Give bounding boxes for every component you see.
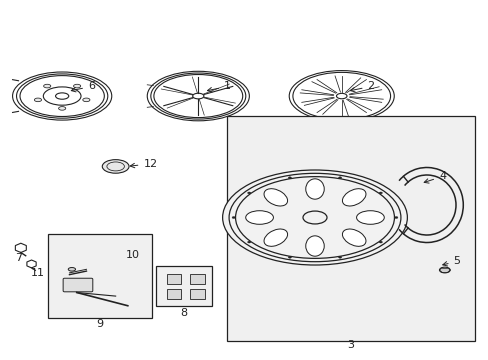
Text: 3: 3 (346, 340, 353, 350)
Ellipse shape (222, 170, 407, 265)
Ellipse shape (342, 189, 365, 206)
FancyBboxPatch shape (63, 278, 93, 292)
Text: 8: 8 (180, 308, 187, 318)
Ellipse shape (378, 192, 382, 194)
Text: 5: 5 (442, 256, 460, 266)
Bar (156, 266, 211, 306)
Text: 11: 11 (31, 268, 45, 278)
Ellipse shape (305, 236, 324, 256)
Bar (166, 274, 181, 284)
Ellipse shape (264, 229, 287, 246)
Ellipse shape (439, 267, 449, 273)
Text: 2: 2 (350, 81, 374, 92)
Ellipse shape (338, 256, 341, 258)
Ellipse shape (264, 189, 287, 206)
Ellipse shape (247, 192, 250, 194)
Ellipse shape (68, 267, 75, 271)
Ellipse shape (394, 217, 397, 219)
Ellipse shape (34, 98, 41, 102)
Ellipse shape (102, 159, 129, 173)
Text: 6: 6 (71, 81, 95, 92)
Ellipse shape (245, 211, 273, 224)
Ellipse shape (43, 84, 51, 88)
Text: 4: 4 (423, 171, 445, 183)
Ellipse shape (73, 84, 81, 88)
Ellipse shape (305, 179, 324, 199)
Ellipse shape (378, 241, 382, 243)
Ellipse shape (232, 217, 235, 219)
Ellipse shape (338, 177, 341, 179)
Ellipse shape (356, 211, 384, 224)
Bar (166, 289, 181, 298)
Text: 12: 12 (130, 159, 157, 169)
Ellipse shape (247, 241, 250, 243)
Text: 9: 9 (96, 319, 103, 329)
Ellipse shape (59, 107, 65, 110)
Text: 1: 1 (207, 81, 231, 92)
Bar (190, 274, 204, 284)
Text: 7: 7 (15, 252, 22, 262)
Ellipse shape (287, 256, 291, 258)
Bar (227, 116, 474, 342)
Ellipse shape (287, 177, 291, 179)
Text: 10: 10 (125, 250, 140, 260)
Bar (47, 234, 152, 318)
Bar (190, 289, 204, 298)
Ellipse shape (342, 229, 365, 246)
Ellipse shape (82, 98, 90, 102)
